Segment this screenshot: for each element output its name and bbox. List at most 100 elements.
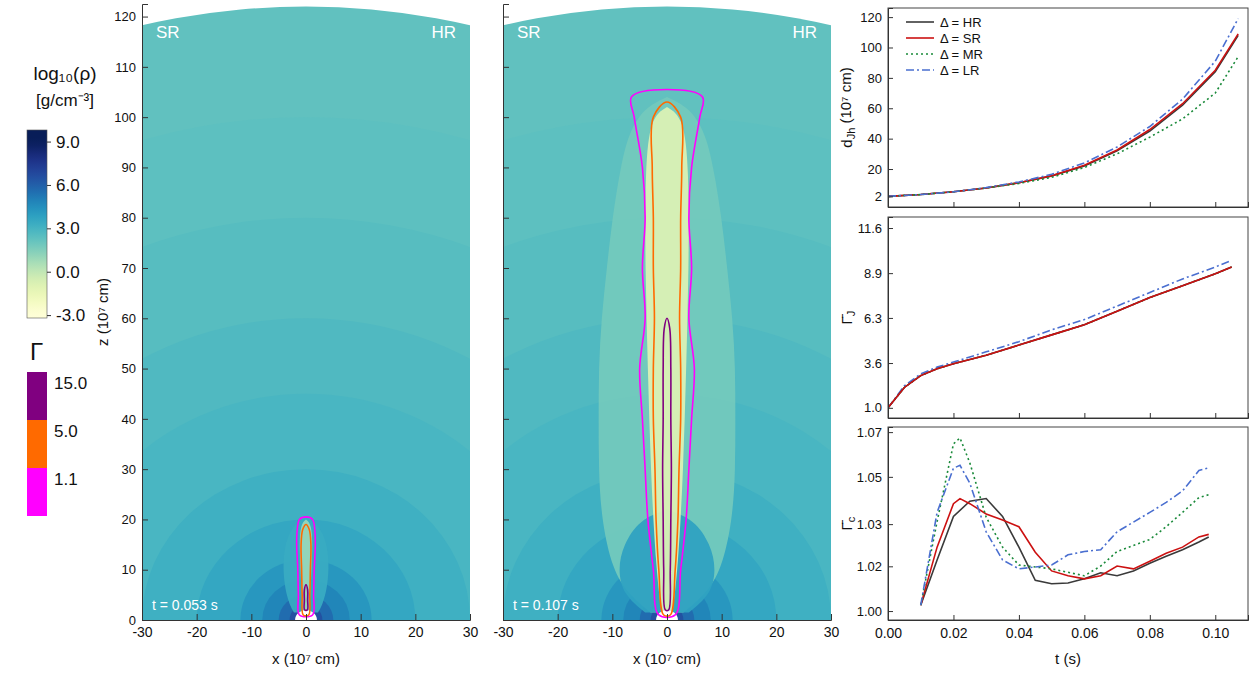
tick-label: 20 bbox=[408, 624, 424, 640]
ambient-shell bbox=[142, 218, 470, 620]
plot-frame bbox=[888, 217, 1248, 418]
tick-mark bbox=[47, 272, 51, 273]
tick-mark bbox=[142, 17, 148, 18]
tick-label: 0 bbox=[303, 624, 311, 640]
lorentz-contour bbox=[297, 517, 316, 617]
tick bbox=[1084, 413, 1085, 418]
tick: 1.05 bbox=[857, 470, 893, 485]
tick bbox=[503, 620, 509, 621]
tick-label: 3.0 bbox=[56, 219, 80, 238]
y-axis-title: Γ̄c bbox=[838, 516, 857, 530]
axis-line bbox=[504, 5, 510, 621]
tick-mark bbox=[1150, 615, 1151, 620]
tick: 0.04 bbox=[1006, 615, 1033, 641]
tick: 3.6 bbox=[864, 356, 893, 371]
axis-line bbox=[143, 614, 471, 621]
axis-line bbox=[889, 615, 1249, 621]
density-panel: -30-20-100102030x (10⁷ cm)SRHRt = 0.107 … bbox=[0, 5, 1256, 676]
tick-label: 0.0 bbox=[56, 263, 80, 282]
tick: 80 bbox=[122, 210, 148, 225]
tick-mark bbox=[1019, 615, 1020, 620]
tick-mark bbox=[888, 228, 893, 229]
tick-mark bbox=[197, 614, 198, 620]
tick bbox=[503, 218, 509, 219]
annotation: t = 0.107 s bbox=[513, 597, 579, 613]
tick-label: 1.02 bbox=[857, 559, 882, 574]
axis-line bbox=[889, 9, 894, 208]
colorbar-title: log₁₀(ρ) bbox=[33, 63, 96, 84]
tick: 50 bbox=[122, 361, 148, 376]
y-axis: 0102030405060708090100110120 bbox=[114, 5, 148, 628]
tick: 40 bbox=[868, 131, 893, 146]
tick-label: -10 bbox=[242, 624, 262, 640]
ambient-shell bbox=[503, 7, 831, 620]
lorentz-contour bbox=[630, 89, 703, 617]
tick-label: 80 bbox=[868, 71, 882, 86]
tick-mark bbox=[503, 268, 509, 269]
y-axis-title: Γ̄J bbox=[838, 311, 857, 325]
tick-label: 0.02 bbox=[940, 625, 967, 641]
x-axis: -30-20-100102030 bbox=[493, 614, 839, 640]
figure: 9.06.03.00.0-3.0log₁₀(ρ)[g/cm⁻³]Γ15.05.0… bbox=[0, 0, 1256, 676]
colorbar: 9.06.03.00.0-3.0log₁₀(ρ)[g/cm⁻³] bbox=[27, 63, 97, 325]
series-line bbox=[888, 267, 1232, 408]
plot-area bbox=[142, 7, 470, 620]
tick-label: 0.10 bbox=[1202, 625, 1229, 641]
line-panel: 220406080100120dJh (10⁷ cm)Δ = HRΔ = SRΔ… bbox=[837, 8, 1249, 208]
tick bbox=[503, 469, 509, 470]
tick: 9.0 bbox=[47, 133, 80, 152]
axis-line bbox=[504, 614, 832, 621]
tick-mark bbox=[1150, 413, 1151, 418]
tick: 110 bbox=[115, 60, 148, 75]
series-line bbox=[921, 438, 1209, 605]
legend-swatch bbox=[906, 53, 934, 55]
tick-label: 6.3 bbox=[864, 311, 882, 326]
tick bbox=[503, 268, 509, 269]
tick-mark bbox=[1084, 413, 1085, 418]
tick: 1.07 bbox=[857, 425, 893, 440]
tick-mark bbox=[888, 78, 893, 79]
tick-mark bbox=[888, 17, 893, 18]
tick-mark bbox=[1215, 615, 1216, 620]
tick bbox=[953, 413, 954, 418]
tick: 80 bbox=[868, 71, 893, 86]
tick-mark bbox=[1084, 615, 1085, 620]
tick: 100 bbox=[114, 110, 148, 125]
tick-label: 70 bbox=[122, 261, 136, 276]
x-axis-title: t (s) bbox=[1055, 650, 1081, 667]
tick-label: 8.9 bbox=[864, 266, 882, 281]
tick-label: 60 bbox=[122, 311, 136, 326]
tick-mark bbox=[1019, 413, 1020, 418]
contour-legend: Γ15.05.01.1 bbox=[27, 338, 87, 516]
tick: 0.08 bbox=[1137, 615, 1164, 641]
tick: 60 bbox=[122, 311, 148, 326]
tick-label: 0.04 bbox=[1006, 625, 1033, 641]
y-axis-title: z (10⁷ cm) bbox=[94, 278, 111, 346]
tick bbox=[503, 167, 509, 168]
tick bbox=[1019, 413, 1020, 418]
tick-label: 0.06 bbox=[1071, 625, 1098, 641]
x-axis-title: x (10⁷ cm) bbox=[633, 650, 701, 667]
tick-mark bbox=[142, 67, 148, 68]
colorbar-subtitle: [g/cm⁻³] bbox=[36, 91, 94, 110]
legend-label: Δ = MR bbox=[940, 47, 983, 62]
tick bbox=[503, 519, 509, 520]
y-axis: 220406080100120 bbox=[860, 9, 893, 208]
tick-mark bbox=[142, 419, 148, 420]
tick-label: 60 bbox=[868, 101, 882, 116]
tick-label: 30 bbox=[463, 624, 479, 640]
tick-mark bbox=[47, 142, 51, 143]
tick-mark bbox=[888, 524, 893, 525]
tick-mark bbox=[888, 169, 893, 170]
tick: -10 bbox=[242, 614, 262, 640]
annotation: HR bbox=[792, 23, 817, 42]
tick-mark bbox=[831, 614, 832, 620]
tick-mark bbox=[306, 614, 307, 620]
tick-mark bbox=[888, 477, 893, 478]
tick-label: 1.03 bbox=[857, 517, 882, 532]
tick-label: 110 bbox=[115, 60, 136, 75]
tick: 30 bbox=[122, 462, 148, 477]
tick: 20 bbox=[868, 162, 893, 177]
y-axis-title-sub: c bbox=[845, 516, 857, 522]
series-line bbox=[921, 465, 1209, 605]
